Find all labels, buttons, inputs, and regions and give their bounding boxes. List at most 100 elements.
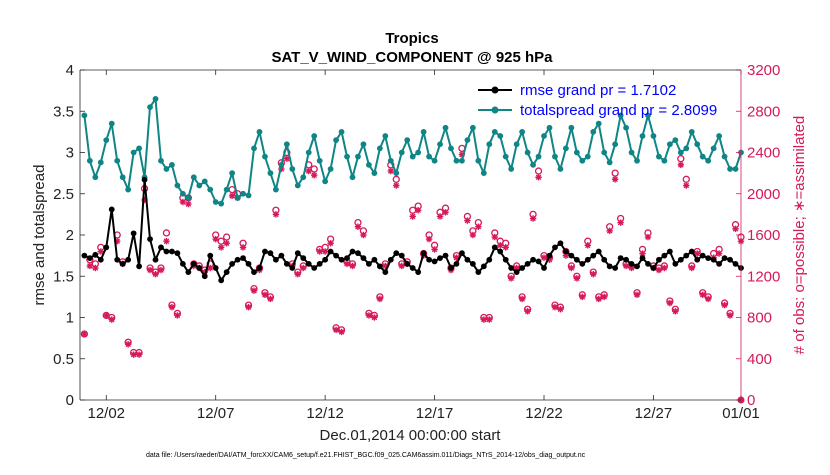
totalspread-point [147, 104, 153, 111]
obs-assimilated-point [732, 225, 739, 233]
rmse-point [272, 256, 279, 263]
obs-assimilated-point [672, 308, 679, 315]
obs-assimilated-point [529, 215, 537, 222]
obs-assimilated-point [436, 213, 444, 220]
totalspread-point [81, 112, 88, 119]
rmse-point [256, 265, 263, 271]
x-tick-label: 12/27 [635, 405, 673, 422]
asterisk-stroke [683, 182, 690, 189]
rmse-point [92, 251, 99, 258]
totalspread-point [546, 124, 553, 131]
totalspread-point [420, 128, 427, 135]
asterisk-stroke [442, 209, 449, 216]
asterisk-stroke [721, 302, 728, 308]
totalspread-point [431, 157, 438, 164]
totalspread-point [409, 153, 416, 160]
rmse-point [294, 250, 301, 257]
obs-assimilated-point [726, 312, 734, 319]
totalspread-point [207, 186, 214, 193]
obs-assimilated-point [146, 266, 154, 274]
rmse-point [349, 248, 356, 255]
rmse-point [196, 265, 203, 271]
asterisk-stroke [579, 294, 586, 300]
totalspread-point [349, 174, 356, 181]
obs-assimilated-point [491, 233, 498, 241]
totalspread-point [656, 153, 662, 160]
totalspread-point [130, 149, 137, 156]
totalspread-point [601, 149, 608, 156]
rmse-point [251, 269, 257, 276]
asterisk-stroke [584, 242, 591, 249]
totalspread-point [612, 141, 619, 148]
totalspread-point [475, 157, 482, 164]
obs-assimilated-point [497, 242, 504, 249]
rmse-point [666, 248, 673, 255]
asterisk-stroke [431, 246, 438, 253]
rmse-point [169, 248, 175, 255]
rmse-point [541, 265, 547, 271]
obs-assimilated-point [595, 295, 602, 303]
obs-assimilated-point [239, 244, 247, 251]
rmse-point [300, 255, 307, 261]
totalspread-point [169, 161, 175, 168]
asterisk-stroke [393, 182, 400, 189]
totalspread-point [480, 170, 487, 177]
totalspread-point [92, 174, 99, 181]
totalspread-point [732, 166, 739, 172]
asterisk-stroke [470, 232, 476, 238]
asterisk-stroke [617, 219, 624, 226]
obs-assimilated-point [294, 270, 301, 278]
asterisk-stroke [294, 271, 301, 277]
obs-assimilated-point [507, 275, 515, 282]
asterisk-stroke [322, 248, 328, 255]
rmse-point [147, 236, 153, 243]
obs-assimilated-point [387, 167, 395, 175]
legend-spread-marker [491, 106, 499, 114]
rmse-point [376, 263, 383, 270]
obs-assimilated-point [327, 240, 334, 247]
totalspread-point [393, 170, 400, 177]
totalspread-point [426, 153, 433, 160]
rmse-point [480, 263, 487, 270]
rmse-point [672, 260, 679, 267]
totalspread-point [584, 153, 591, 160]
asterisk-stroke [524, 308, 531, 315]
asterisk-stroke [453, 254, 460, 261]
totalspread-point [136, 145, 142, 152]
rmse-point [125, 256, 132, 263]
y-left-tick-label: 0 [66, 392, 74, 409]
rmse-point [387, 256, 394, 263]
totalspread-point [448, 145, 454, 152]
obs-assimilated-point [174, 312, 181, 319]
obs-assimilated-point [217, 244, 225, 251]
y-right-tick-label: 2800 [747, 103, 780, 120]
rmse-point [535, 258, 542, 265]
obs-assimilated-point [376, 295, 384, 303]
totalspread-point [497, 133, 504, 139]
obs-assimilated-point [518, 295, 526, 303]
totalspread-point [338, 128, 345, 135]
asterisk-stroke [590, 271, 597, 277]
rmse-point [344, 255, 350, 261]
y-right-tick-label: 1200 [747, 268, 780, 285]
totalspread-point [387, 157, 394, 164]
rmse-point [409, 265, 416, 271]
totalspread-point [125, 186, 132, 193]
totalspread-point [606, 159, 613, 166]
totalspread-point [661, 157, 668, 164]
rmse-point [262, 248, 268, 255]
asterisk-stroke [284, 155, 290, 162]
totalspread-point [404, 137, 411, 144]
rmse-point [179, 260, 186, 267]
asterisk-stroke [229, 193, 235, 199]
rmse-point [546, 252, 553, 259]
asterisk-stroke [305, 168, 312, 174]
totalspread-point [251, 145, 257, 152]
rmse-point [634, 263, 640, 270]
rmse-point [590, 252, 597, 259]
asterisk-stroke [688, 265, 695, 271]
asterisk-stroke [273, 211, 279, 218]
obs-assimilated-point [92, 264, 99, 272]
rmse-point [119, 260, 126, 267]
